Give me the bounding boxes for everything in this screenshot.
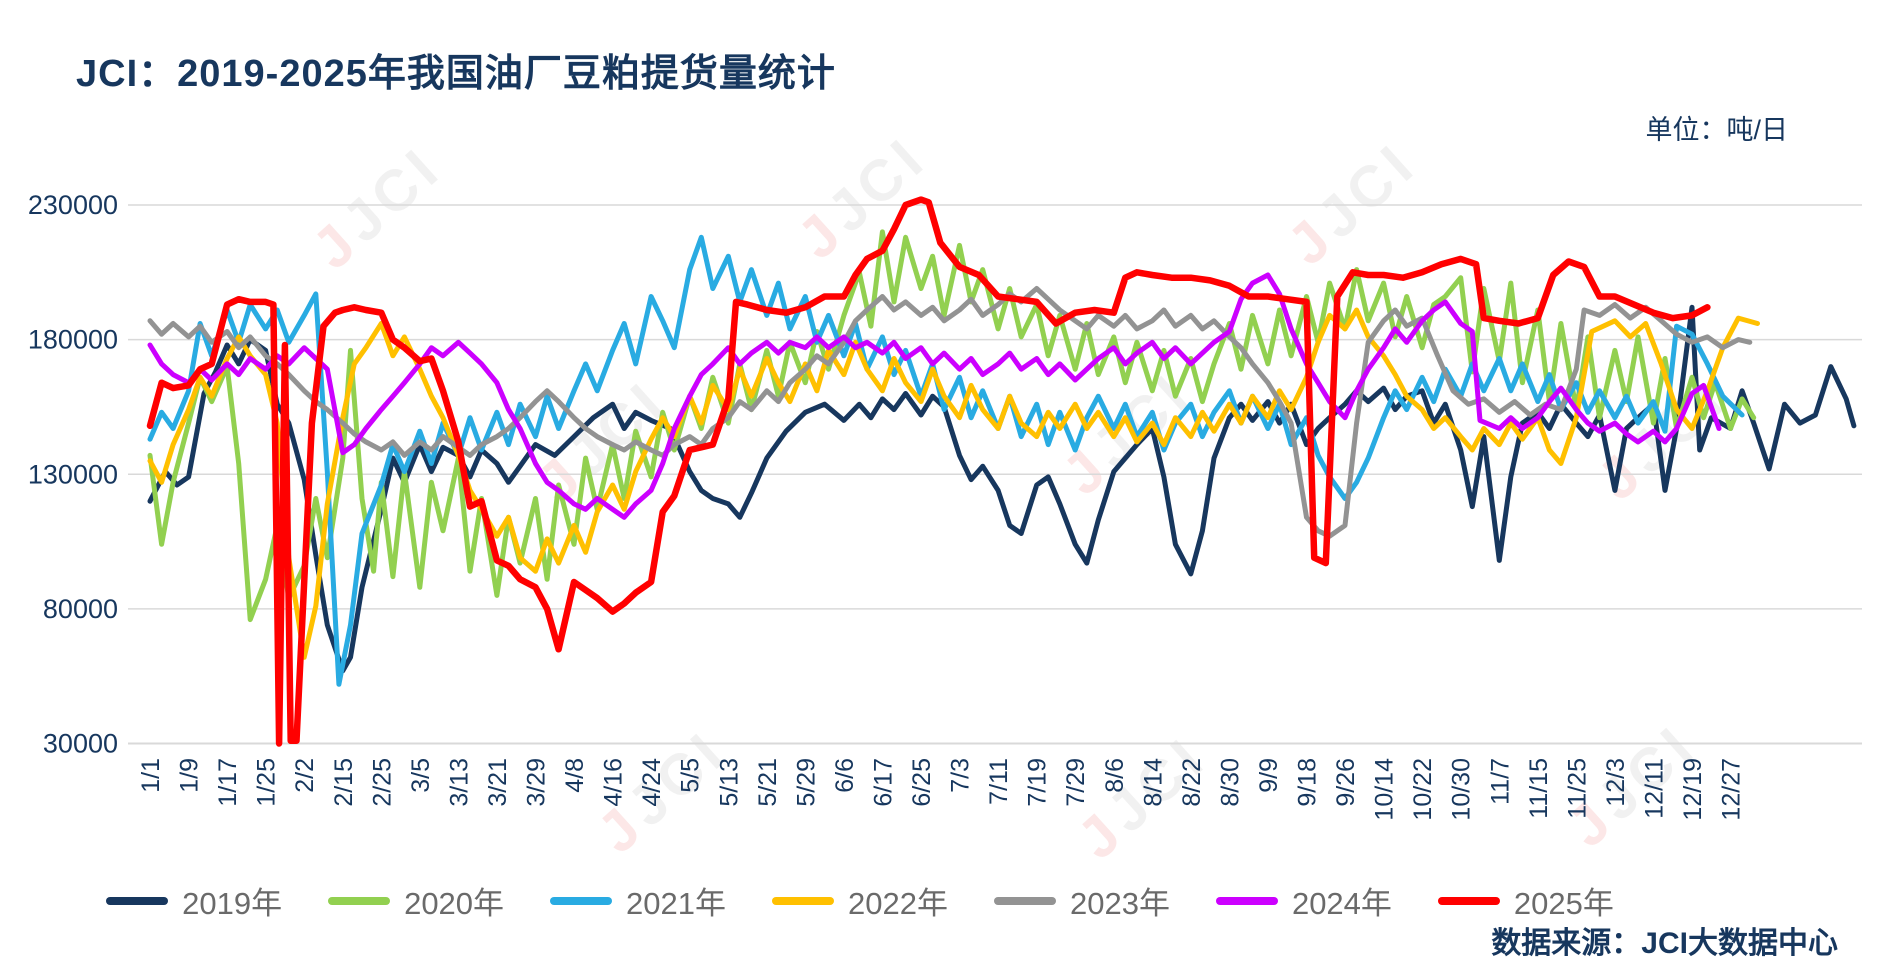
x-tick-label: 10/30 (1448, 758, 1476, 821)
x-tick-label: 1/25 (253, 758, 281, 807)
series-line-2023年 (147, 286, 1753, 539)
x-tick-label: 1/9 (176, 758, 204, 793)
x-tick-label: 3/5 (407, 758, 435, 793)
x-tick-label: 7/19 (1024, 758, 1052, 807)
legend-swatch (106, 896, 169, 905)
y-tick-label: 230000 (28, 190, 118, 220)
x-tick-label: 5/5 (677, 758, 705, 793)
legend-swatch (1437, 896, 1500, 905)
x-tick-label: 7/11 (985, 758, 1013, 805)
x-tick-label: 4/24 (638, 758, 666, 807)
x-tick-label: 12/11 (1640, 758, 1668, 819)
x-tick-label: 6/6 (831, 758, 859, 793)
legend-label: 2024年 (1291, 886, 1392, 921)
x-tick-label: 12/3 (1602, 758, 1630, 807)
x-tick-label: 3/29 (523, 758, 551, 807)
unit-label: 单位：吨/日 (1645, 115, 1788, 145)
legend-item-2020年: 2020年 (328, 878, 504, 923)
series-line-2022年 (147, 307, 1760, 660)
x-tick-label: 9/18 (1294, 758, 1322, 807)
legend-label: 2022年 (848, 886, 948, 921)
chart-legend: 2019年 2020年 2021年 2022年 2023年 2024年 2025年 (0, 878, 1720, 923)
x-tick-label: 2/25 (368, 758, 396, 807)
legend-item-2024年: 2024年 (1215, 878, 1392, 923)
series-line-2024年 (147, 272, 1722, 520)
x-tick-label: 9/26 (1332, 758, 1360, 807)
x-tick-label: 11/15 (1525, 758, 1553, 819)
legend-item-2022年: 2022年 (772, 878, 948, 923)
x-tick-label: 7/3 (947, 758, 975, 793)
legend-swatch (772, 896, 835, 905)
y-tick-label: 30000 (43, 729, 118, 759)
legend-swatch (1215, 896, 1278, 905)
x-tick-label: 3/21 (484, 758, 512, 807)
x-tick-label: 8/22 (1178, 758, 1206, 807)
x-tick-label: 5/21 (754, 758, 782, 807)
legend-item-2023年: 2023年 (993, 878, 1170, 923)
x-tick-label: 1/17 (214, 758, 242, 807)
x-tick-label: 1/1 (137, 758, 165, 793)
x-tick-label: 8/14 (1139, 758, 1167, 807)
y-tick-label: 80000 (43, 594, 118, 624)
legend-item-2019年: 2019年 (106, 878, 282, 923)
x-tick-label: 10/22 (1409, 758, 1437, 821)
data-source: 数据来源：JCI大数据中心 (1491, 927, 1838, 960)
x-tick-label: 11/7 (1486, 758, 1514, 805)
legend-label: 2021年 (626, 886, 727, 921)
legend-item-2025年: 2025年 (1437, 878, 1614, 923)
x-tick-label: 12/19 (1679, 758, 1707, 821)
x-tick-label: 2/15 (330, 758, 358, 807)
x-tick-label: 12/27 (1718, 758, 1746, 821)
x-tick-label: 6/25 (908, 758, 936, 807)
legend-label: 2020年 (404, 886, 505, 921)
y-tick-label: 180000 (28, 325, 118, 355)
x-tick-label: 4/16 (600, 758, 628, 807)
svg-text:JCI: JCI (1305, 130, 1429, 251)
x-tick-label: 3/13 (445, 758, 473, 807)
x-tick-label: 5/29 (792, 758, 820, 807)
x-tick-label: 9/9 (1255, 758, 1283, 793)
legend-swatch (550, 896, 613, 905)
legend-swatch (328, 896, 391, 905)
svg-text:JCI: JCI (330, 134, 454, 255)
legend-label: 2019年 (182, 886, 283, 921)
page-title: JCI：2019-2025年我国油厂豆粕提货量统计 (76, 53, 836, 95)
x-tick-label: 7/29 (1062, 758, 1090, 807)
legend-swatch (993, 896, 1056, 905)
x-tick-label: 5/13 (715, 758, 743, 807)
x-tick-label: 10/14 (1371, 758, 1399, 821)
x-tick-label: 4/8 (561, 758, 589, 793)
x-tick-label: 11/25 (1563, 758, 1591, 819)
x-tick-label: 6/17 (869, 758, 897, 807)
x-tick-label: 8/30 (1216, 758, 1244, 807)
svg-text:JCI: JCI (815, 124, 939, 245)
legend-label: 2025年 (1513, 886, 1614, 921)
x-tick-label: 8/6 (1101, 758, 1129, 793)
x-tick-label: 2/2 (291, 758, 319, 793)
y-tick-label: 130000 (28, 459, 118, 489)
legend-label: 2023年 (1069, 886, 1170, 921)
legend-item-2021年: 2021年 (550, 878, 726, 923)
series-line-2025年 (146, 196, 1711, 747)
